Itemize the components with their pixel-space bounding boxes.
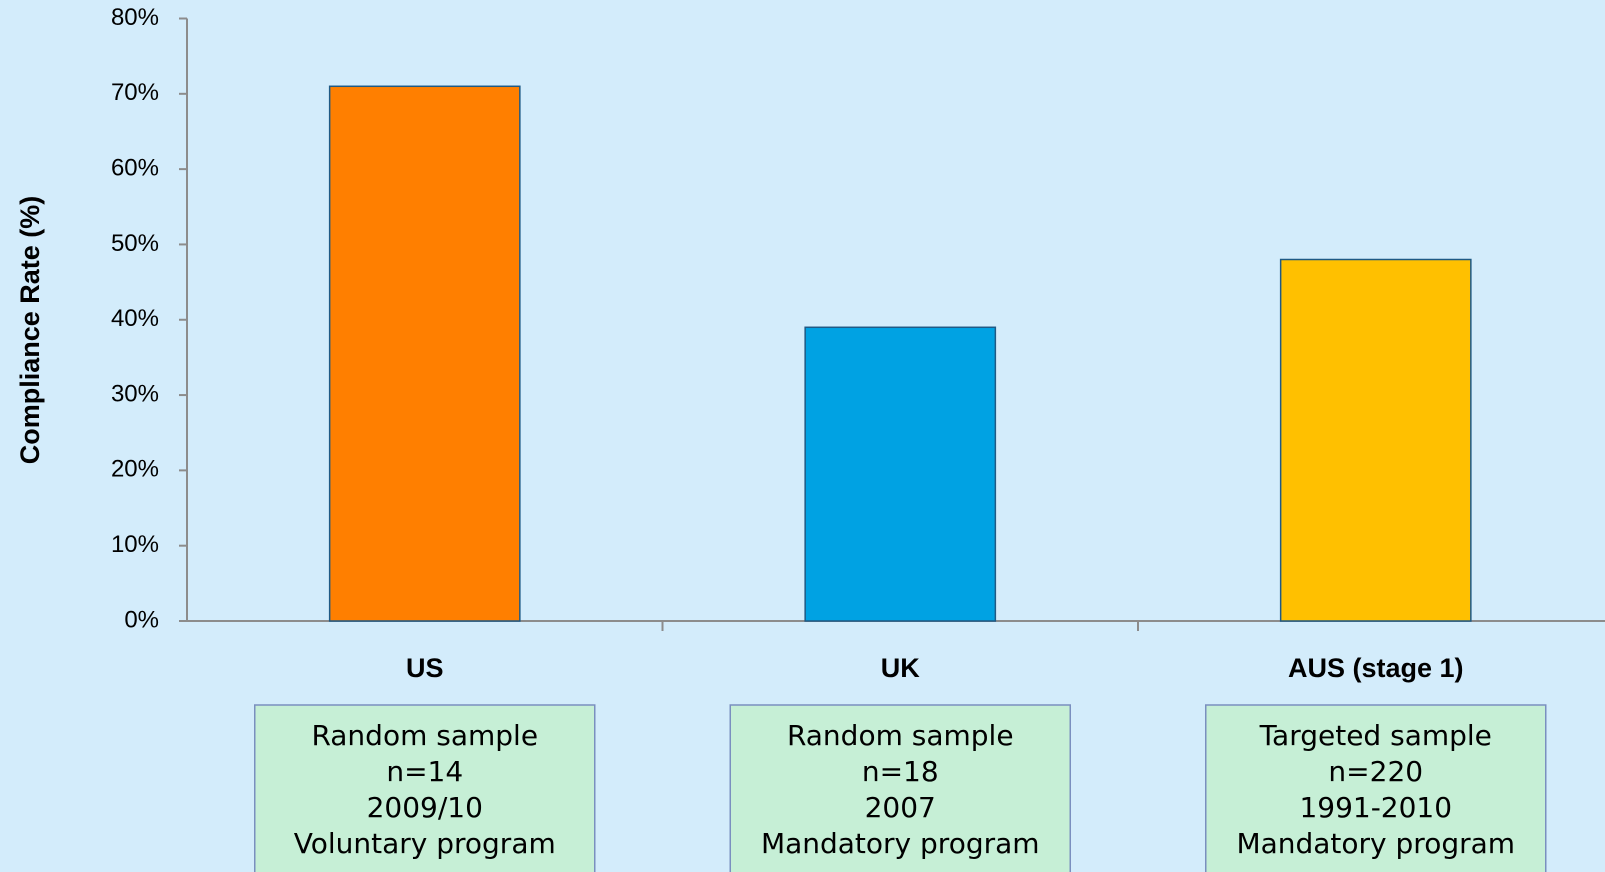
note-text: Targeted sample bbox=[1259, 719, 1492, 752]
note-box bbox=[729, 704, 1071, 872]
note-text: Random sample bbox=[311, 719, 538, 752]
x-tick-label: AUS (stage 1) bbox=[1288, 653, 1464, 683]
y-tick-label: 30% bbox=[111, 380, 159, 407]
note-text: n=18 bbox=[862, 755, 939, 788]
y-tick-label: 80% bbox=[111, 4, 159, 31]
bar bbox=[1279, 258, 1472, 622]
x-tick-label: US bbox=[406, 653, 444, 683]
note-text: 1991-2010 bbox=[1299, 791, 1452, 824]
x-tick-label: UK bbox=[881, 653, 920, 683]
note-text: Mandatory program bbox=[761, 827, 1040, 860]
y-tick-label: 40% bbox=[111, 305, 159, 332]
y-tick-label: 20% bbox=[111, 456, 159, 483]
y-tick-label: 0% bbox=[124, 606, 159, 633]
y-axis-label: Compliance Rate (%) bbox=[15, 196, 45, 465]
y-tick-label: 60% bbox=[111, 154, 159, 181]
note-text: 2007 bbox=[865, 791, 936, 824]
note-text: 2009/10 bbox=[367, 791, 483, 824]
y-tick-label: 50% bbox=[111, 230, 159, 257]
bar bbox=[328, 85, 521, 622]
note-box bbox=[254, 704, 596, 872]
note-text: n=14 bbox=[386, 755, 463, 788]
bar bbox=[804, 326, 997, 622]
note-text: n=220 bbox=[1328, 755, 1423, 788]
y-tick-label: 70% bbox=[111, 79, 159, 106]
note-text: Mandatory program bbox=[1236, 827, 1515, 860]
note-text: Random sample bbox=[787, 719, 1014, 752]
note-text: Voluntary program bbox=[294, 827, 556, 860]
note-box bbox=[1205, 704, 1547, 872]
y-tick-label: 10% bbox=[111, 531, 159, 558]
